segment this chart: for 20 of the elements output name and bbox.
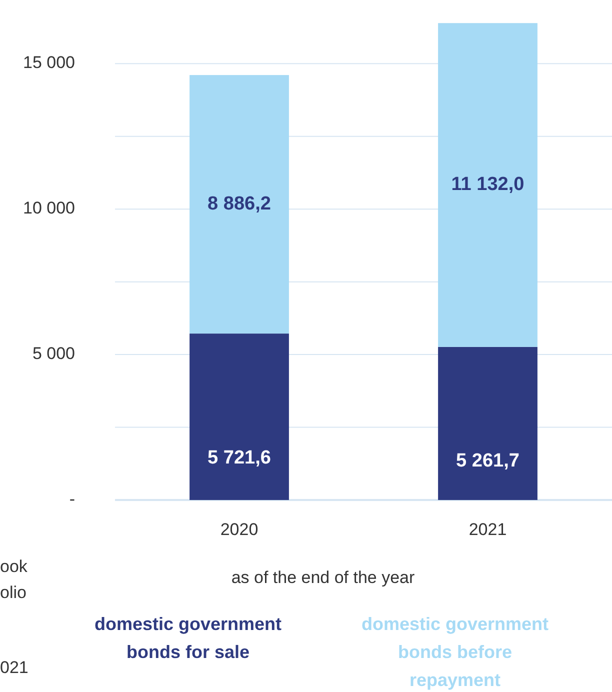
bar [190,334,289,500]
bar [438,23,538,347]
x-axis-title: as of the end of the year [231,568,416,587]
y-tick-label: 5 000 [32,344,75,364]
y-tick-label: 10 000 [23,198,75,218]
bar [438,346,538,500]
data-label: 5 261,7 [456,450,520,472]
text: olio [0,583,26,602]
data-label: 5 721,6 [208,447,271,468]
text: ook [0,557,28,576]
x-tick-label: 2020 [220,520,258,539]
y-tick-label: - [69,489,75,508]
text: 021 [0,658,28,677]
data-label: 8 886,2 [208,193,271,214]
text: domestic government bonds for sale [94,614,282,662]
y-tick-label: 15 000 [23,53,75,72]
x-tick-label: 2021 [468,520,507,539]
data-label: 11 132,0 [451,174,524,196]
text: domestic government bonds before repayment [361,614,549,690]
bar [190,75,289,334]
